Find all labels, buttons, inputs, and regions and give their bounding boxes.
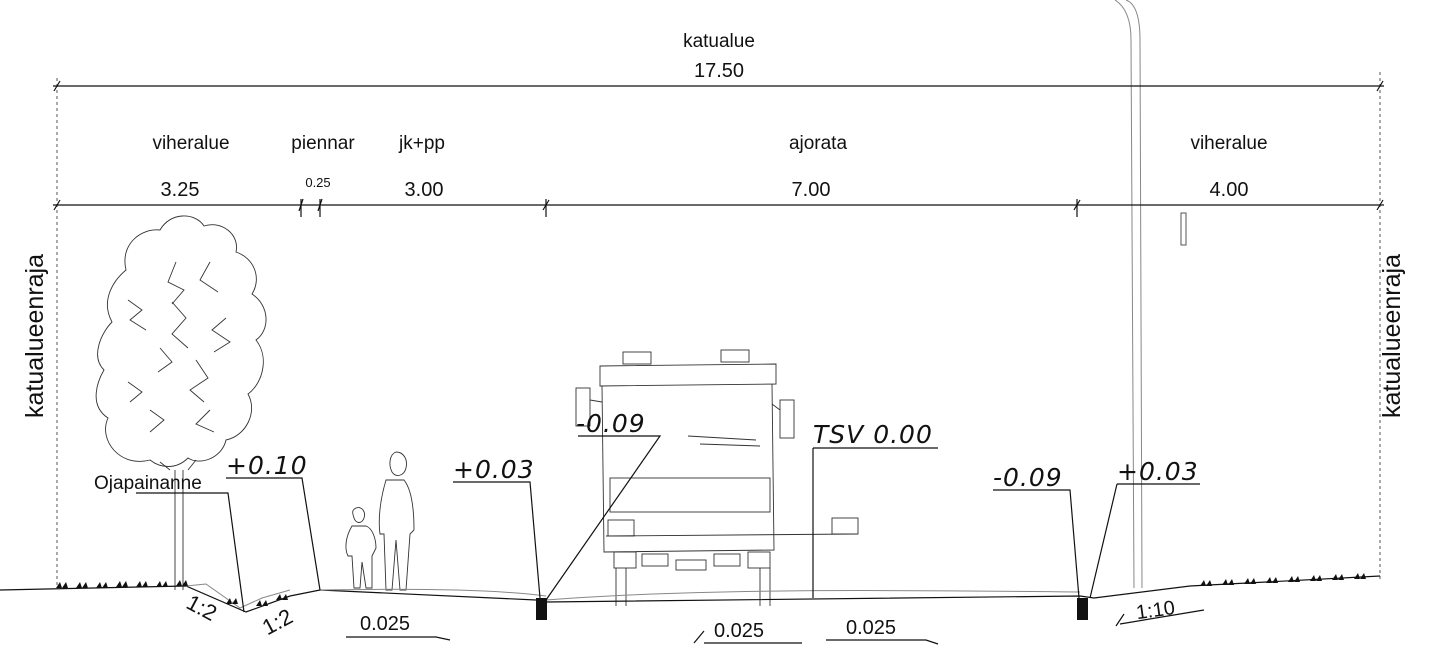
segment-width: 7.00 <box>792 179 831 201</box>
slope-label: 0.025 <box>360 613 410 635</box>
ditch-label: Ojapainanne <box>94 473 202 494</box>
curb-right <box>1077 598 1088 620</box>
bus-front-illustration <box>575 349 859 606</box>
overall-label: katualue <box>683 31 755 52</box>
pedestrians-illustration <box>345 451 415 591</box>
segment-width: 0.25 <box>305 175 330 190</box>
segment-width: 3.00 <box>405 179 444 201</box>
segment-label: viheralue <box>1190 133 1267 154</box>
curb-left <box>536 598 547 620</box>
overall-dimension <box>53 80 1384 92</box>
slope-label: 0.025 <box>714 620 764 642</box>
elevation-label: -0.09 <box>993 463 1063 492</box>
elevation-label: +0.03 <box>453 455 535 484</box>
grass-tufts <box>56 573 1366 606</box>
ditch-leader <box>136 492 245 613</box>
slope-label: 1:10 <box>1135 597 1177 624</box>
segment-label: viheralue <box>152 133 229 154</box>
elevation-label: +0.03 <box>1117 457 1199 486</box>
segment-width: 4.00 <box>1210 179 1249 201</box>
elevation-label: -0.09 <box>576 409 646 438</box>
segment-width: 3.25 <box>161 179 200 201</box>
slope-label: 1:2 <box>258 604 297 640</box>
segment-dimension <box>53 198 1384 217</box>
boundary-label-left: katualueenraja <box>21 254 49 418</box>
street-light-pole <box>1114 0 1143 589</box>
elevation-label: +0.10 <box>226 451 308 480</box>
sign-post <box>1180 212 1187 246</box>
slope-label: 1:2 <box>182 590 221 626</box>
segment-label: piennar <box>291 133 355 154</box>
elevation-label: TSV 0.00 <box>813 420 933 449</box>
overall-width: 17.50 <box>694 60 744 82</box>
segment-label: ajorata <box>789 133 848 154</box>
tree-illustration <box>95 215 267 590</box>
boundary-label-right: katualueenraja <box>1378 254 1406 418</box>
segment-label: jk+pp <box>398 133 445 154</box>
slope-label: 0.025 <box>846 617 896 639</box>
